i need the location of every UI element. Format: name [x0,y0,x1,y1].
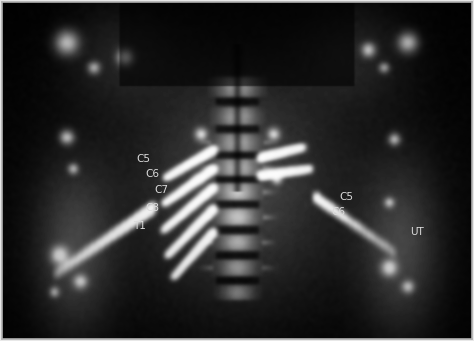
Text: C6: C6 [331,207,345,217]
Text: T1: T1 [133,221,146,231]
Text: UT: UT [410,227,424,237]
Text: C6: C6 [146,169,159,179]
Text: C8: C8 [146,203,159,212]
Text: C7: C7 [155,185,169,195]
Text: C5: C5 [339,192,354,203]
Text: C5: C5 [136,154,150,164]
